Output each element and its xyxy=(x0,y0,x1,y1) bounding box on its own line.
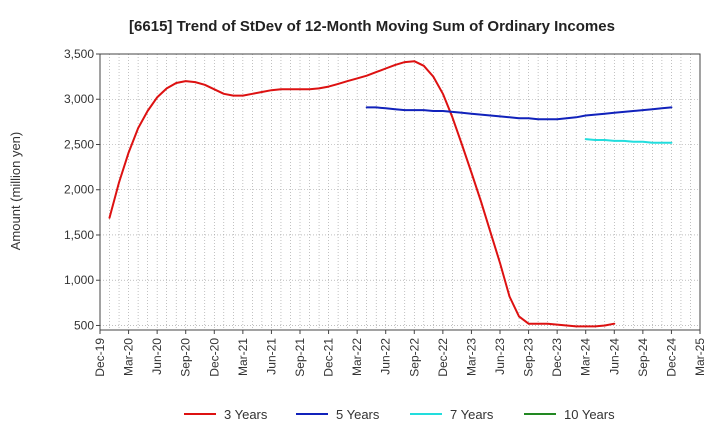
x-tick-label: Jun-23 xyxy=(493,338,507,375)
legend-label: 7 Years xyxy=(450,407,494,422)
legend-label: 3 Years xyxy=(224,407,268,422)
x-tick-label: Dec-22 xyxy=(436,338,450,377)
x-tick-label: Jun-24 xyxy=(607,338,621,375)
x-tick-label: Sep-20 xyxy=(179,338,193,377)
x-tick-label: Mar-20 xyxy=(122,338,136,376)
legend-label: 5 Years xyxy=(336,407,380,422)
legend-label: 10 Years xyxy=(564,407,615,422)
x-tick-label: Sep-21 xyxy=(293,338,307,377)
x-tick-label: Mar-24 xyxy=(579,338,593,376)
plot-border xyxy=(99,53,701,331)
chart-title: [6615] Trend of StDev of 12-Month Moving… xyxy=(129,18,615,35)
series-line-3-years xyxy=(108,60,616,328)
plot-area xyxy=(100,54,700,330)
x-tick-label: Dec-19 xyxy=(93,338,107,377)
y-tick-label: 3,000 xyxy=(64,92,94,106)
x-tick-label: Dec-24 xyxy=(664,338,678,377)
x-tick-label: Mar-25 xyxy=(693,338,707,376)
series-line-7-years xyxy=(584,138,673,144)
x-tick-label: Dec-20 xyxy=(207,338,221,377)
y-tick-label: 3,500 xyxy=(64,47,94,61)
y-axis-label: Amount (million yen) xyxy=(8,132,23,251)
y-tick-label: 2,000 xyxy=(64,183,94,197)
x-axis-ticks: Dec-19 Mar-20 Jun-20 Sep-20 Dec-20 Mar-21 Jun-… xyxy=(93,330,707,377)
y-tick-label: 2,500 xyxy=(64,137,94,151)
series-line-5-years xyxy=(365,106,673,121)
y-tick-label: 1,500 xyxy=(64,228,94,242)
x-tick-label: Mar-21 xyxy=(236,338,250,376)
x-tick-label: Dec-21 xyxy=(322,338,336,377)
x-tick-label: Mar-23 xyxy=(464,338,478,376)
legend: 3 Years 5 Years 7 Years 10 Years xyxy=(184,407,615,422)
x-tick-label: Sep-22 xyxy=(407,338,421,377)
x-tick-label: Sep-23 xyxy=(522,338,536,377)
y-axis-ticks: 500 1,000 1,500 2,000 2,500 3,000 3,500 xyxy=(64,47,100,332)
y-tick-label: 500 xyxy=(74,318,94,332)
x-tick-label: Jun-20 xyxy=(150,338,164,375)
x-tick-label: Jun-22 xyxy=(379,338,393,375)
x-tick-label: Sep-24 xyxy=(636,338,650,377)
x-tick-label: Mar-22 xyxy=(350,338,364,376)
x-tick-label: Dec-23 xyxy=(550,338,564,377)
series-layer xyxy=(108,60,673,328)
x-tick-label: Jun-21 xyxy=(264,338,278,375)
grid xyxy=(100,53,700,330)
y-tick-label: 1,000 xyxy=(64,273,94,287)
